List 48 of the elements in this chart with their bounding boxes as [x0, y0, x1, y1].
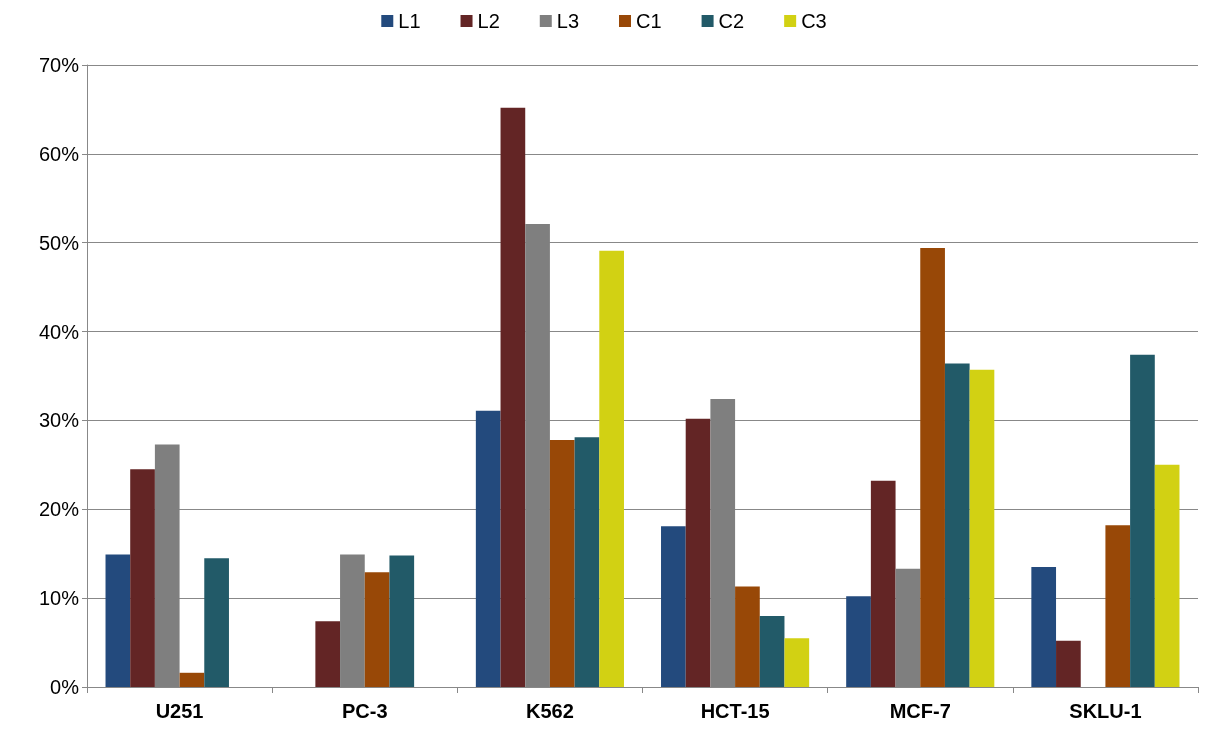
- x-tick-label: MCF-7: [889, 700, 951, 722]
- bar: [549, 439, 575, 687]
- y-tick-label: 40%: [38, 320, 80, 343]
- legend-label: C2: [718, 10, 745, 32]
- bar: [784, 638, 810, 687]
- legend-label: C3: [801, 10, 827, 32]
- bar: [475, 410, 501, 687]
- y-tick-label: 10%: [38, 587, 80, 610]
- y-tick-label: 30%: [38, 409, 80, 432]
- bar: [920, 248, 945, 687]
- bar: [389, 555, 415, 687]
- bar: [759, 615, 785, 687]
- bar: [105, 554, 131, 687]
- bar: [1130, 354, 1155, 687]
- legend-label: L3: [556, 10, 580, 32]
- bar: [1031, 567, 1057, 687]
- bar: [130, 469, 155, 687]
- y-tick-label: 60%: [38, 142, 80, 165]
- legend-label: L1: [398, 10, 421, 32]
- y-tick-label: 70%: [38, 54, 80, 76]
- bar: [204, 558, 229, 687]
- bar: [870, 480, 896, 687]
- x-tick-label: K562: [526, 700, 574, 722]
- bar: [661, 526, 686, 687]
- bar: [969, 369, 995, 687]
- bar: [599, 250, 624, 687]
- x-tick-label: SKLU-1: [1069, 700, 1142, 722]
- bar: [500, 107, 526, 687]
- x-tick-label: HCT-15: [700, 700, 770, 722]
- bar: [315, 621, 341, 687]
- legend-label: L2: [477, 10, 500, 32]
- bar: [735, 586, 760, 687]
- x-tick-label: U251: [155, 700, 204, 722]
- y-tick-label: 0%: [50, 676, 80, 698]
- y-tick-label: 20%: [38, 498, 80, 521]
- y-tick-label: 50%: [38, 231, 80, 254]
- bar: [895, 568, 921, 687]
- bar: [1105, 525, 1131, 687]
- bar: [846, 596, 871, 687]
- bar: [1154, 464, 1180, 687]
- bar: [944, 363, 970, 687]
- legend-label: C1: [636, 10, 662, 32]
- x-tick-label: PC-3: [341, 700, 388, 722]
- bar: [1056, 640, 1081, 687]
- bar: [179, 672, 205, 687]
- bar: [574, 437, 600, 687]
- bar: [364, 572, 390, 687]
- bar: [685, 418, 711, 687]
